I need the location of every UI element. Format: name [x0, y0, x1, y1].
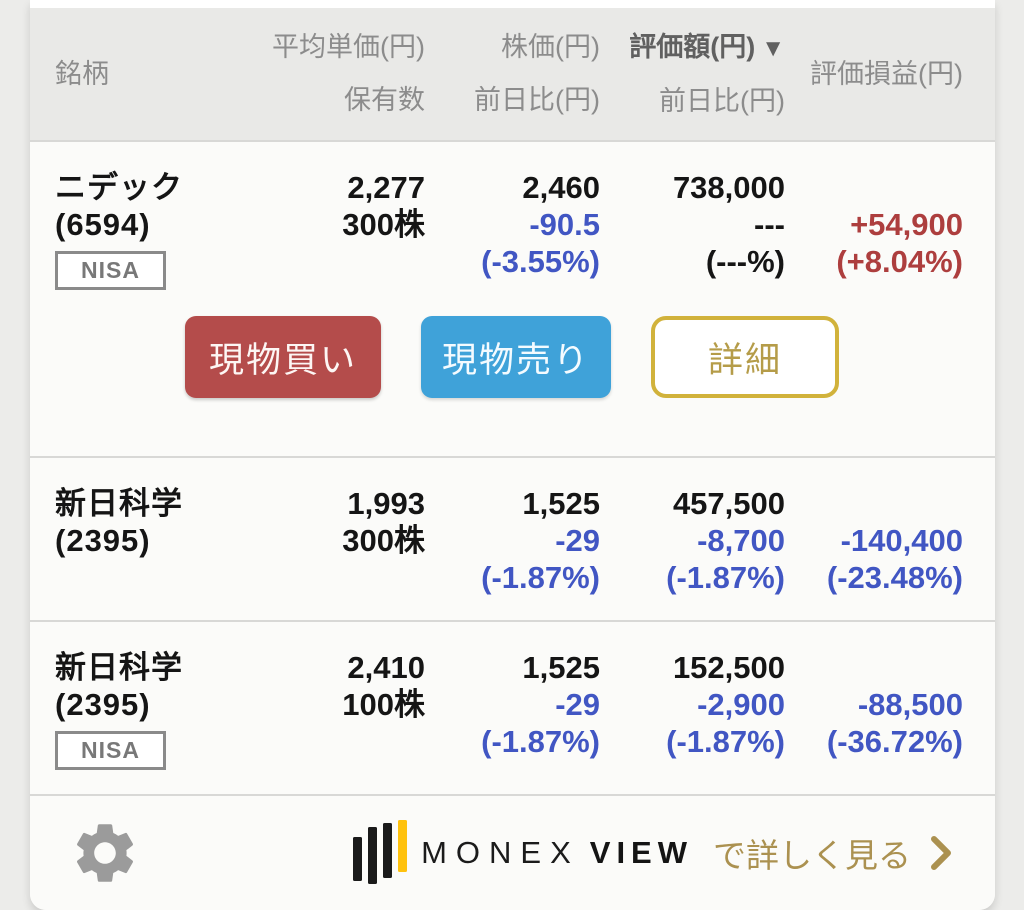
chevron-right-icon[interactable]: [929, 835, 953, 871]
header-avg-price-label: 平均単価(円): [272, 32, 425, 62]
stock-name-cell[interactable]: 新日科学 (2395): [55, 485, 225, 596]
price-day-change-pct: (-1.87%): [481, 724, 600, 759]
header-stock-price: 株価(円) 前日比(円): [425, 8, 600, 140]
stock-name-cell[interactable]: ニデック (6594) NISA: [55, 169, 225, 290]
row-actions: 現物買い 現物売り 詳細: [185, 316, 995, 426]
card-top-strip: [30, 0, 995, 8]
price-day-change-pct: (-3.55%): [481, 244, 600, 279]
monex-view-link-label[interactable]: で詳しく見る: [713, 837, 911, 874]
profit-loss-value: +54,900: [850, 207, 963, 242]
valuation-cell: 152,500 -2,900 (-1.87%): [600, 649, 785, 770]
nisa-badge: NISA: [55, 731, 166, 770]
holdings-value: 100株: [342, 687, 425, 722]
table-header: 銘柄 平均単価(円) 保有数 株価(円) 前日比(円) 評価額(円) ▼ 前日比(…: [30, 8, 995, 140]
stock-code: (2395): [55, 523, 151, 558]
valuation-day-change: -8,700: [697, 523, 785, 558]
profit-loss-pct: (-36.72%): [826, 724, 963, 759]
divider: [30, 794, 995, 796]
avg-price-cell: 2,410 100株: [225, 649, 425, 770]
stock-name[interactable]: 新日科学: [55, 650, 183, 685]
header-stock-price-label: 株価(円): [501, 32, 600, 62]
header-name: 銘柄: [55, 8, 225, 140]
stock-name-cell[interactable]: 新日科学 (2395) NISA: [55, 649, 225, 770]
brand-view-text: VIEW: [589, 835, 693, 870]
stock-row-nidec[interactable]: ニデック (6594) NISA 2,277 300株 2,460 -90.5 …: [30, 142, 995, 456]
valuation-cell: 738,000 --- (---%): [600, 169, 785, 290]
profit-loss-pct: (-23.48%): [826, 560, 963, 595]
profit-loss-cell: . -140,400 (-23.48%): [785, 485, 963, 596]
nisa-badge: NISA: [55, 251, 166, 290]
profit-loss-cell: . +54,900 (+8.04%): [785, 169, 963, 290]
avg-price-value: 2,277: [347, 170, 425, 205]
price-day-change: -29: [555, 523, 600, 558]
divider: [30, 456, 995, 458]
header-day-change-price-label: 前日比(円): [474, 85, 600, 115]
price-day-change: -90.5: [529, 207, 600, 242]
stock-row-shin-nippon-2[interactable]: 新日科学 (2395) NISA 2,410 100株 1,525 -29 (-…: [30, 622, 995, 794]
stock-price-value: 1,525: [522, 486, 600, 521]
price-day-change: -29: [555, 687, 600, 722]
header-profit-loss-label: 評価損益(円): [810, 58, 963, 89]
header-valuation-sort[interactable]: 評価額(円) ▼ 前日比(円): [600, 8, 785, 140]
valuation-day-change-pct: (-1.87%): [666, 560, 785, 595]
profit-loss-value: -140,400: [840, 523, 963, 558]
header-profit-loss: 評価損益(円): [785, 8, 963, 140]
valuation-day-change: -2,900: [697, 687, 785, 722]
profit-loss-cell: . -88,500 (-36.72%): [785, 649, 963, 770]
stock-price-value: 2,460: [522, 170, 600, 205]
divider: [30, 140, 995, 142]
avg-price-value: 2,410: [347, 650, 425, 685]
avg-price-cell: 1,993 300株: [225, 485, 425, 596]
valuation-day-change-pct: (---%): [705, 244, 785, 279]
avg-price-cell: 2,277 300株: [225, 169, 425, 290]
sort-descending-icon[interactable]: ▼: [761, 34, 785, 62]
card-footer: MONEX VIEW で詳しく見る: [30, 796, 995, 910]
monex-view-link[interactable]: MONEX VIEW で詳しく見る: [353, 820, 953, 886]
holdings-value: 300株: [342, 523, 425, 558]
header-name-label: 銘柄: [55, 58, 109, 89]
holdings-value: 300株: [342, 207, 425, 242]
monex-view-logo-bars-icon: [353, 820, 408, 884]
stock-name[interactable]: 新日科学: [55, 486, 183, 521]
valuation-value: 738,000: [672, 170, 785, 205]
stock-price-cell: 2,460 -90.5 (-3.55%): [425, 169, 600, 290]
divider: [30, 620, 995, 622]
stock-name[interactable]: ニデック: [55, 170, 183, 205]
valuation-value: 152,500: [672, 650, 785, 685]
valuation-day-change-pct: (-1.87%): [666, 724, 785, 759]
profit-loss-pct: (+8.04%): [836, 244, 963, 279]
stock-code: (6594): [55, 207, 151, 242]
holdings-card: 銘柄 平均単価(円) 保有数 株価(円) 前日比(円) 評価額(円) ▼ 前日比(…: [30, 0, 995, 910]
avg-price-value: 1,993: [347, 486, 425, 521]
valuation-value: 457,500: [672, 486, 785, 521]
stock-price-value: 1,525: [522, 650, 600, 685]
header-holdings-label: 保有数: [344, 85, 425, 115]
cash-sell-button[interactable]: 現物売り: [421, 316, 611, 398]
header-valuation-label[interactable]: 評価額(円): [629, 31, 756, 62]
cash-buy-button[interactable]: 現物買い: [185, 316, 381, 398]
stock-code: (2395): [55, 687, 151, 722]
valuation-day-change: ---: [754, 207, 785, 242]
stock-price-cell: 1,525 -29 (-1.87%): [425, 649, 600, 770]
price-day-change-pct: (-1.87%): [481, 560, 600, 595]
profit-loss-value: -88,500: [857, 687, 963, 722]
stock-price-cell: 1,525 -29 (-1.87%): [425, 485, 600, 596]
detail-button[interactable]: 詳細: [651, 316, 839, 398]
brand-monex-text: MONEX: [421, 835, 580, 870]
gear-icon: [76, 824, 134, 882]
valuation-cell: 457,500 -8,700 (-1.87%): [600, 485, 785, 596]
settings-button[interactable]: [68, 816, 142, 890]
header-avg-price: 平均単価(円) 保有数: [225, 8, 425, 140]
stock-row-shin-nippon-1[interactable]: 新日科学 (2395) 1,993 300株 1,525 -29 (-1.87%…: [30, 458, 995, 620]
header-day-change-value-label: 前日比(円): [659, 85, 785, 116]
